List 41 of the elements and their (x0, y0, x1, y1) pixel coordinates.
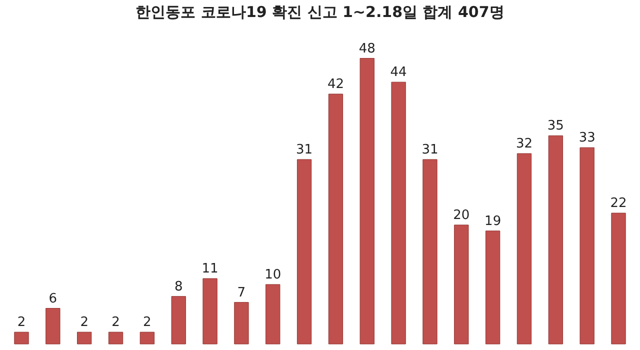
data-label: 2 (17, 315, 26, 330)
data-label: 7 (237, 285, 246, 300)
bar (296, 159, 312, 344)
bar (202, 278, 218, 344)
bar (580, 147, 594, 344)
bar (46, 308, 60, 344)
bar (14, 332, 29, 344)
chart-title: 한인동포 코로나19 확진 신고 1~2.18일 합계 407명 (136, 3, 504, 21)
data-label: 11 (202, 262, 218, 277)
data-label: 20 (453, 208, 470, 223)
data-label: 42 (327, 77, 344, 92)
bar (77, 332, 92, 344)
data-label: 48 (358, 41, 376, 56)
bar (328, 94, 344, 344)
data-label: 22 (610, 196, 627, 212)
data-label: 2 (80, 315, 88, 330)
data-label: 10 (264, 267, 282, 282)
bar (486, 230, 500, 344)
data-label: 6 (48, 291, 58, 306)
bar (140, 332, 154, 344)
bar (171, 296, 186, 344)
bar (234, 302, 249, 344)
data-label: 8 (174, 279, 183, 294)
bar (548, 135, 563, 344)
data-label: 31 (422, 142, 438, 158)
bar (516, 153, 532, 344)
bar (422, 159, 438, 344)
data-label: 2 (143, 315, 152, 330)
bar (266, 284, 280, 344)
bar (360, 58, 374, 344)
data-label: 33 (578, 130, 596, 146)
data-label: 44 (390, 65, 407, 80)
bar (454, 224, 469, 344)
bar (611, 212, 626, 344)
data-label: 31 (296, 142, 313, 158)
bar (391, 82, 406, 344)
bar (108, 332, 124, 344)
data-label: 32 (516, 136, 533, 152)
data-label: 35 (547, 118, 564, 134)
data-label: 19 (484, 214, 502, 229)
data-label: 2 (112, 315, 120, 330)
